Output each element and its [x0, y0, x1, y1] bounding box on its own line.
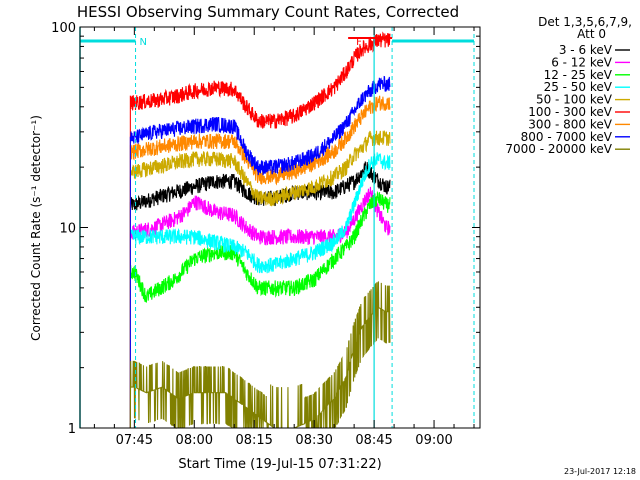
x-tick-label: 09:00 — [415, 433, 452, 448]
series-layer — [129, 31, 391, 429]
legend-entry-label: 25 - 50 keV — [544, 80, 613, 94]
timestamp-footer: 23-Jul-2017 12:18 — [564, 467, 636, 476]
y-axis-label: Corrected Count Rate (s⁻¹ detector⁻¹) — [29, 115, 43, 341]
chart-title: HESSI Observing Summary Count Rates, Cor… — [77, 3, 459, 21]
annotation-label: N — [140, 37, 147, 48]
axes-layer: 1 10 100 07:45 08:00 08:15 08:30 08:45 09:00 — [51, 21, 481, 448]
legend-entry-label: 100 - 300 keV — [528, 105, 612, 119]
x-axis-label: Start Time (19-Jul-15 07:31:22) — [178, 457, 381, 472]
y-tick-label: 1 — [68, 422, 76, 437]
legend-entry-label: 12 - 25 keV — [544, 68, 613, 82]
series-line — [129, 281, 391, 429]
x-tick-label: 08:30 — [295, 433, 332, 448]
legend-title: Att 0 — [577, 27, 606, 41]
series-line — [129, 190, 391, 428]
legend-entry-label: 3 - 6 keV — [559, 43, 613, 57]
legend-entry-label: 6 - 12 keV — [551, 55, 613, 69]
y-tick-label: 100 — [51, 21, 76, 36]
x-tick-label: 08:00 — [176, 433, 213, 448]
series-line — [129, 152, 391, 428]
x-tick-label: 08:15 — [235, 433, 272, 448]
legend-title: Det 1,3,5,6,7,9, — [538, 15, 632, 29]
legend-entry-label: 800 - 7000 keV — [521, 130, 613, 144]
y-tick-label: 10 — [59, 222, 76, 237]
legend-entry-label: 300 - 800 keV — [528, 117, 612, 131]
legend-entry-label: 7000 - 20000 keV — [505, 142, 612, 156]
x-tick-label: 08:45 — [355, 433, 392, 448]
legend-entry-label: 50 - 100 keV — [536, 93, 613, 107]
series-line — [129, 31, 391, 428]
series-line — [129, 95, 391, 428]
x-tick-label: 07:45 — [116, 433, 153, 448]
series-line — [129, 129, 391, 428]
series-line — [129, 75, 391, 428]
annotation-label: F — [356, 37, 362, 48]
